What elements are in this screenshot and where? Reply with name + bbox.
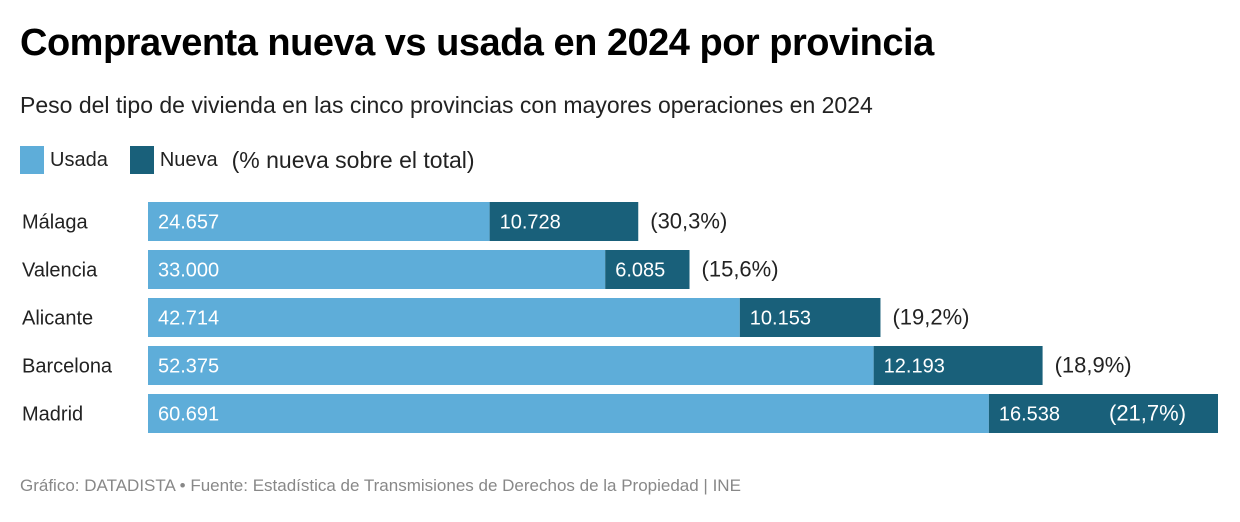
value-label-usada: 24.657: [158, 212, 219, 234]
bar-nueva: [489, 202, 639, 241]
value-label-nueva: 12.193: [884, 356, 945, 378]
bar-nueva: [605, 250, 690, 289]
value-label-usada: 42.714: [158, 308, 219, 330]
legend: Usada Nueva (% nueva sobre el total): [20, 143, 475, 177]
legend-label-usada: Usada: [50, 148, 108, 171]
bar-chart: Málaga 24.657 10.728 (30,3%) Valencia 33.000 6…: [22, 202, 1218, 433]
chart-subtitle: Peso del tipo de vivienda en las cinco p…: [20, 92, 873, 118]
value-label-usada: 33.000: [158, 260, 219, 282]
bar-usada: [148, 346, 874, 385]
category-label: Málaga: [22, 212, 88, 234]
bar-nueva: [739, 298, 881, 337]
value-label-usada: 60.691: [158, 404, 219, 426]
footer-source: Gráfico: DATADISTA • Fuente: Estadística…: [20, 476, 741, 495]
legend-note: (% nueva sobre el total): [231, 146, 475, 173]
category-label: Valencia: [22, 260, 98, 282]
percent-new-label: (18,9%): [1055, 353, 1132, 378]
category-label: Barcelona: [22, 356, 113, 378]
legend-label-nueva: Nueva: [159, 148, 218, 171]
bar-usada: [148, 394, 989, 433]
category-label: Madrid: [22, 404, 83, 426]
bar-nueva: [988, 394, 1218, 433]
legend-swatch-usada: [20, 146, 44, 174]
bar-usada: [148, 250, 606, 289]
value-label-usada: 52.375: [158, 356, 219, 378]
value-label-nueva: 10.153: [750, 308, 811, 330]
percent-new-label: (30,3%): [650, 209, 727, 234]
chart-title: Compraventa nueva vs usada en 2024 por p…: [20, 22, 934, 64]
bar-usada: [148, 298, 740, 337]
percent-new-label: (19,2%): [892, 305, 969, 330]
value-label-nueva: 16.538: [999, 404, 1060, 426]
legend-item-nueva: Nueva: [129, 146, 218, 174]
bar-usada: [148, 202, 490, 241]
legend-item-usada: Usada: [20, 146, 108, 174]
category-label: Alicante: [22, 308, 93, 330]
value-label-nueva: 6.085: [615, 260, 665, 282]
bar-nueva: [873, 346, 1043, 385]
percent-new-label: (15,6%): [702, 257, 779, 282]
percent-new-label: (21,7%): [1109, 401, 1186, 426]
value-label-nueva: 10.728: [500, 212, 561, 234]
legend-swatch-nueva: [129, 146, 154, 174]
